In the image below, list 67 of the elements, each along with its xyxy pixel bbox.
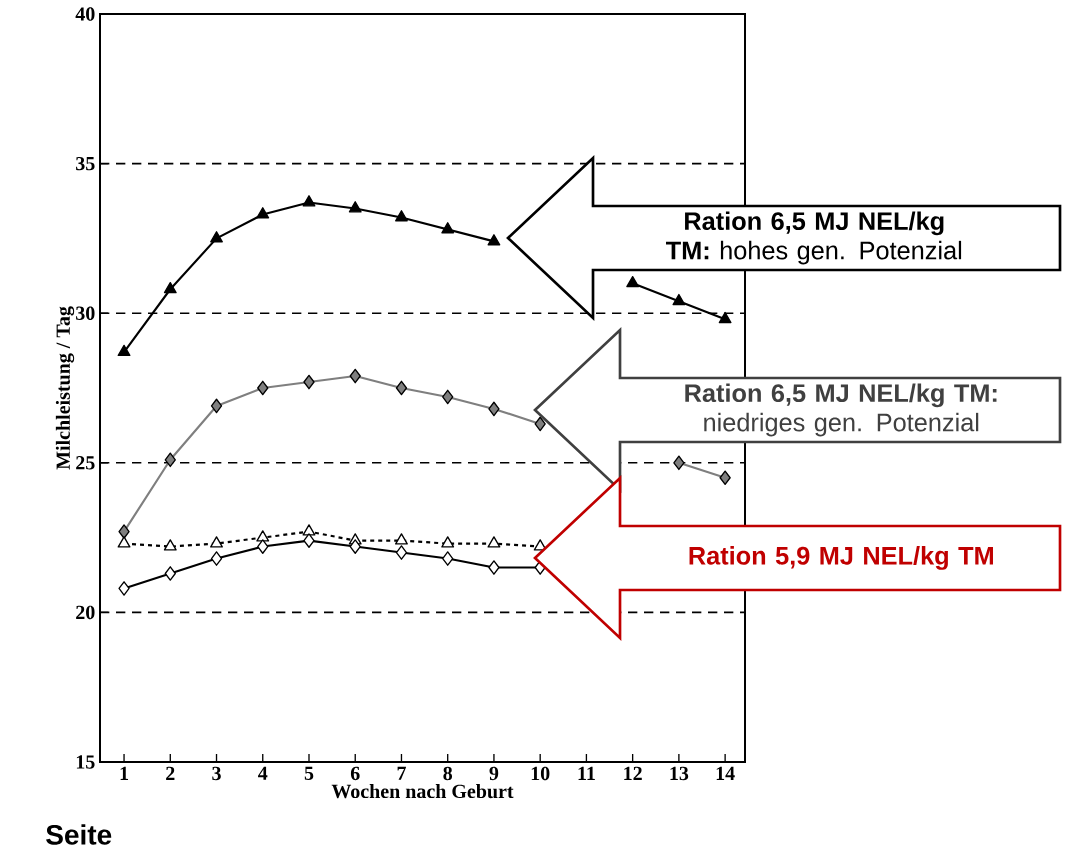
point bbox=[441, 222, 455, 234]
point bbox=[487, 234, 501, 246]
point bbox=[210, 231, 223, 243]
point bbox=[302, 524, 316, 536]
point bbox=[719, 470, 731, 486]
x-tick-label: 1 bbox=[120, 766, 129, 780]
annotation: Ration 5,9 MJ NEL/kg TM bbox=[689, 546, 993, 570]
point bbox=[488, 560, 500, 575]
point bbox=[441, 536, 455, 548]
point bbox=[487, 536, 501, 548]
point bbox=[349, 539, 361, 554]
point bbox=[163, 281, 177, 294]
point bbox=[164, 566, 176, 581]
x-tick-label: 11 bbox=[578, 766, 595, 780]
x-tick-label: 2 bbox=[166, 766, 175, 780]
point bbox=[349, 368, 361, 384]
x-tick-label: 5 bbox=[304, 766, 314, 780]
point bbox=[164, 452, 176, 468]
point bbox=[210, 398, 223, 414]
y-tick-label: 35 bbox=[76, 156, 95, 171]
point bbox=[348, 201, 362, 213]
point bbox=[117, 344, 131, 357]
annotation: Ration 6,5 MJ NEL/kg TM: hohes gen. Potenzial bbox=[666, 211, 962, 265]
x-axis-title: Wochen nach Geburt bbox=[331, 784, 514, 799]
x-tick-label: 8 bbox=[443, 766, 453, 781]
point bbox=[118, 524, 130, 539]
point bbox=[395, 380, 408, 396]
x-tick-label: 7 bbox=[397, 766, 406, 780]
text: Seite bbox=[46, 824, 112, 845]
y-tick-label: 40 bbox=[75, 7, 95, 21]
y-tick-label: 25 bbox=[76, 456, 95, 470]
x-tick-label: 3 bbox=[212, 766, 221, 781]
point bbox=[672, 293, 686, 306]
point bbox=[534, 416, 546, 432]
point bbox=[302, 195, 316, 207]
point bbox=[257, 539, 269, 554]
x-tick-label: 12 bbox=[624, 766, 642, 780]
x-tick-label: 6 bbox=[350, 766, 360, 781]
annotation: Ration 6,5 MJ NEL/kg TM: niedriges gen. Potenzial bbox=[685, 383, 997, 437]
point bbox=[442, 551, 454, 566]
point bbox=[117, 536, 131, 548]
y-tick-label: 30 bbox=[76, 306, 95, 320]
point bbox=[626, 275, 640, 288]
point bbox=[118, 581, 130, 596]
point bbox=[163, 539, 177, 551]
point bbox=[303, 374, 315, 390]
x-tick-label: 14 bbox=[716, 766, 735, 780]
point bbox=[210, 551, 223, 566]
point bbox=[718, 311, 732, 324]
point bbox=[257, 380, 269, 396]
point bbox=[673, 455, 685, 471]
x-tick-label: 13 bbox=[670, 766, 689, 781]
point bbox=[303, 533, 315, 548]
point bbox=[395, 533, 408, 545]
x-tick-label: 10 bbox=[531, 766, 550, 781]
x-tick-label: 9 bbox=[489, 766, 499, 781]
y-tick-label: 20 bbox=[76, 605, 95, 620]
point bbox=[210, 536, 223, 548]
point bbox=[442, 389, 454, 405]
x-tick-label: 4 bbox=[258, 766, 268, 780]
y-axis-title: Milchleistung / Tag bbox=[55, 306, 75, 470]
point bbox=[488, 401, 500, 417]
point bbox=[256, 207, 270, 219]
point bbox=[395, 545, 408, 560]
point bbox=[256, 530, 270, 542]
point bbox=[395, 210, 408, 222]
y-tick-label: 15 bbox=[76, 755, 95, 769]
